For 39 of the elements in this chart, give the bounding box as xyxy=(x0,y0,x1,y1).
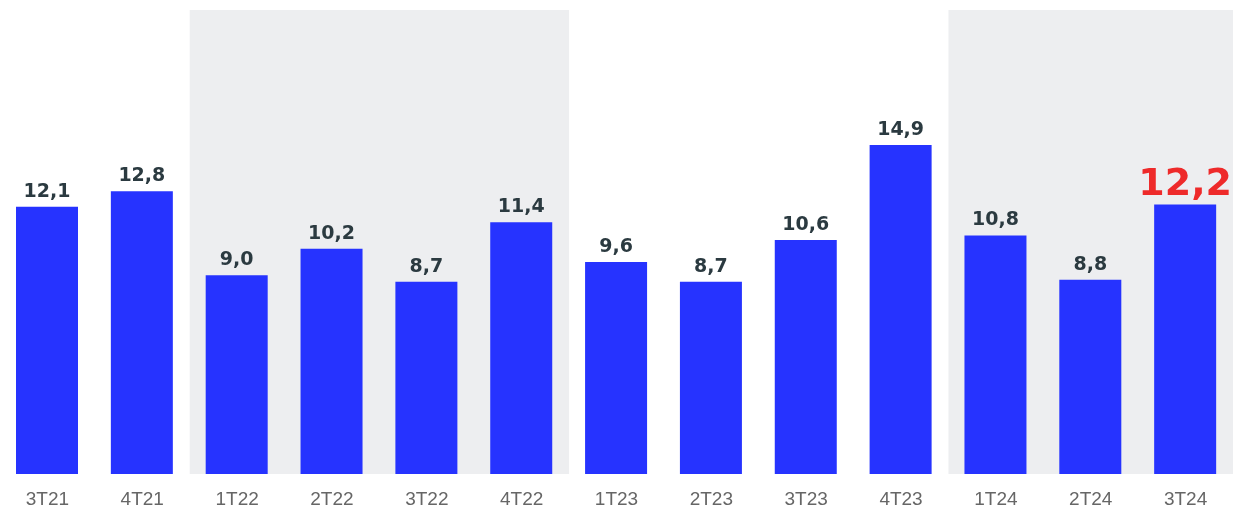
x-tick-label: 1T23 xyxy=(594,488,639,510)
data-label: 12,2 xyxy=(1138,159,1233,204)
x-tick-label: 2T24 xyxy=(1069,488,1113,510)
bar xyxy=(1154,204,1217,474)
bar xyxy=(1059,279,1122,474)
bar xyxy=(774,239,837,474)
bar xyxy=(16,206,78,474)
bar xyxy=(300,248,363,474)
data-label: 8,8 xyxy=(1073,251,1108,274)
x-tick-label: 3T23 xyxy=(784,488,828,510)
x-tick-label: 4T21 xyxy=(120,488,164,510)
bar xyxy=(585,261,648,474)
bar xyxy=(490,222,553,474)
data-label: 12,8 xyxy=(118,163,166,186)
data-label: 8,7 xyxy=(409,253,444,276)
x-tick-label: 3T21 xyxy=(25,488,70,510)
x-tick-label: 4T23 xyxy=(879,488,923,510)
data-label: 10,2 xyxy=(308,220,355,243)
bar xyxy=(964,235,1027,474)
data-label: 10,6 xyxy=(782,211,830,234)
data-label: 10,8 xyxy=(972,207,1019,230)
bar xyxy=(395,281,458,474)
data-label: 12,1 xyxy=(23,178,71,201)
x-tick-label: 3T22 xyxy=(405,488,449,510)
data-label: 9,6 xyxy=(599,233,633,256)
bar xyxy=(869,144,932,474)
x-tick-label: 2T23 xyxy=(689,488,733,510)
data-label: 14,9 xyxy=(877,116,925,139)
x-tick-label: 2T22 xyxy=(310,488,354,510)
x-tick-label: 4T22 xyxy=(500,488,544,510)
bar xyxy=(205,275,268,474)
x-tick-label: 1T22 xyxy=(215,488,259,510)
x-tick-label: 3T24 xyxy=(1163,488,1208,510)
x-tick-label: 1T24 xyxy=(974,488,1018,510)
data-label: 8,7 xyxy=(694,253,728,276)
bar xyxy=(110,191,173,474)
data-label: 11,4 xyxy=(497,194,545,217)
data-label: 9,0 xyxy=(219,247,254,270)
bar xyxy=(679,281,742,474)
